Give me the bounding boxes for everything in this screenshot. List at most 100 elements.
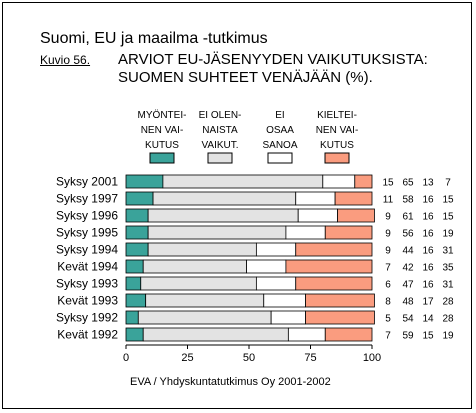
value-label: 16 <box>422 229 434 240</box>
category-label: Kevät 1994 <box>57 260 118 274</box>
value-label: 31 <box>442 280 454 291</box>
bar-segment <box>322 174 356 189</box>
value-label: 9 <box>385 229 391 240</box>
value-label: 59 <box>402 331 414 342</box>
value-label: 15 <box>422 331 434 342</box>
value-label: 16 <box>422 263 434 274</box>
bar-segment <box>295 191 336 206</box>
bar-segment <box>125 259 144 274</box>
value-label: 16 <box>422 280 434 291</box>
bar-segment <box>142 259 247 274</box>
category-label: Syksy 1997 <box>56 192 118 206</box>
value-label: 61 <box>402 212 414 223</box>
bar-segment <box>287 327 326 342</box>
bar-segment <box>162 174 324 189</box>
category-label: Syksy 1996 <box>56 209 118 223</box>
value-label: 16 <box>422 212 434 223</box>
bar-segment <box>255 242 297 257</box>
bar-segment <box>324 327 373 342</box>
bar-segment <box>147 208 299 223</box>
bar-segment <box>125 327 144 342</box>
legend-label-line: VAIKUT. <box>201 140 238 151</box>
bar-segment <box>334 191 373 206</box>
legend-label-line: NEN VAI- <box>316 125 359 136</box>
value-label: 16 <box>422 195 434 206</box>
legend-label-line: EI <box>275 110 284 121</box>
legend-label-line: MYÖNTEI- <box>138 109 187 121</box>
legend-label-line: EI OLEN- <box>199 110 242 121</box>
source-note: EVA / Yhdyskuntatutkimus Oy 2001-2002 <box>130 376 331 388</box>
category-label: Syksy 1995 <box>56 226 118 240</box>
bar-segment <box>125 174 164 189</box>
x-tick-label: 0 <box>123 352 129 364</box>
bar-segment <box>125 293 147 308</box>
value-label: 54 <box>402 314 414 325</box>
value-label: 28 <box>442 314 454 325</box>
value-label: 16 <box>422 246 434 257</box>
legend-label-line: KIELTEI- <box>317 110 357 121</box>
value-label: 56 <box>402 229 414 240</box>
x-tick-label: 100 <box>363 352 381 364</box>
value-label: 42 <box>402 263 414 274</box>
bar-segment <box>125 276 142 291</box>
legend-swatch <box>267 152 293 164</box>
legend-label-line: NEN VAI- <box>141 125 184 136</box>
bar-segment <box>305 293 375 308</box>
bar-segment <box>125 242 149 257</box>
bar-segment <box>147 242 257 257</box>
bar-segment <box>297 208 338 223</box>
bar-segment <box>152 191 297 206</box>
value-label: 15 <box>382 178 394 189</box>
bar-segment <box>125 310 139 325</box>
bar-segment <box>145 293 265 308</box>
bar-segment <box>137 310 272 325</box>
value-label: 28 <box>442 297 454 308</box>
bar-segment <box>125 191 154 206</box>
value-label: 6 <box>385 280 391 291</box>
value-label: 7 <box>385 331 391 342</box>
value-label: 15 <box>442 212 454 223</box>
category-label: Syksy 2001 <box>56 175 118 189</box>
value-label: 44 <box>402 246 414 257</box>
value-label: 35 <box>442 263 454 274</box>
bar-segment <box>295 242 373 257</box>
category-label: Kevät 1993 <box>57 294 118 308</box>
value-label: 58 <box>402 195 414 206</box>
chart-title-line-2: SUOMEN SUHTEET VENÄJÄÄN (%). <box>118 69 373 86</box>
legend-label-line: KUTUS <box>320 140 354 151</box>
legend-label-line: OSAA <box>266 125 294 136</box>
bar-segment <box>125 208 149 223</box>
value-label: 14 <box>422 314 434 325</box>
bar-segment <box>255 276 297 291</box>
value-label: 15 <box>442 195 454 206</box>
category-label: Syksy 1994 <box>56 243 118 257</box>
bar-segment <box>285 225 326 240</box>
bar-segment <box>270 310 306 325</box>
bar-segment <box>285 259 373 274</box>
value-label: 47 <box>402 280 414 291</box>
value-label: 7 <box>385 263 391 274</box>
figure-label: Kuvio 56. <box>40 53 91 67</box>
chart-title-line-1: ARVIOT EU-JÄSENYYDEN VAIKUTUKSISTA: <box>118 51 428 68</box>
bar-segment <box>295 276 373 291</box>
value-label: 19 <box>442 229 454 240</box>
value-label: 19 <box>442 331 454 342</box>
value-label: 13 <box>422 178 434 189</box>
figure-suptitle: Suomi, EU ja maailma -tutkimus <box>40 30 268 47</box>
x-tick-label: 75 <box>304 352 316 364</box>
value-label: 65 <box>402 178 414 189</box>
value-label: 9 <box>385 246 391 257</box>
category-label: Kevät 1992 <box>57 328 118 342</box>
bar-segment <box>354 174 373 189</box>
legend-label-line: KUTUS <box>145 140 179 151</box>
bar-segment <box>337 208 375 223</box>
value-label: 9 <box>385 212 391 223</box>
x-tick-label: 25 <box>181 352 193 364</box>
legend-swatch <box>324 152 350 164</box>
value-label: 48 <box>402 297 414 308</box>
legend-swatch <box>149 152 175 164</box>
bar-segment <box>263 293 306 308</box>
value-label: 5 <box>385 314 391 325</box>
x-tick-label: 50 <box>243 352 255 364</box>
